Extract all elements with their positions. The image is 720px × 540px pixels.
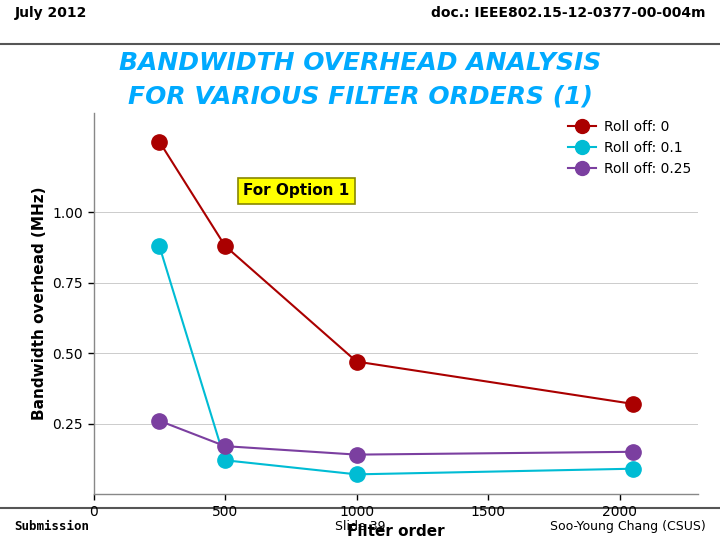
Text: doc.: IEEE802.15-12-0377-00-004m: doc.: IEEE802.15-12-0377-00-004m: [431, 6, 706, 20]
Text: BANDWIDTH OVERHEAD ANALYSIS: BANDWIDTH OVERHEAD ANALYSIS: [119, 51, 601, 75]
Text: Slide 39: Slide 39: [335, 520, 385, 533]
Y-axis label: Bandwidth overhead (MHz): Bandwidth overhead (MHz): [32, 187, 47, 421]
Text: July 2012: July 2012: [14, 6, 87, 20]
Legend: Roll off: 0, Roll off: 0.1, Roll off: 0.25: Roll off: 0, Roll off: 0.1, Roll off: 0.…: [568, 120, 691, 176]
X-axis label: Filter order: Filter order: [347, 524, 445, 539]
Text: FOR VARIOUS FILTER ORDERS (1): FOR VARIOUS FILTER ORDERS (1): [127, 85, 593, 109]
Text: For Option 1: For Option 1: [243, 183, 350, 198]
Text: Soo-Young Chang (CSUS): Soo-Young Chang (CSUS): [550, 520, 706, 533]
Text: Submission: Submission: [14, 520, 89, 533]
